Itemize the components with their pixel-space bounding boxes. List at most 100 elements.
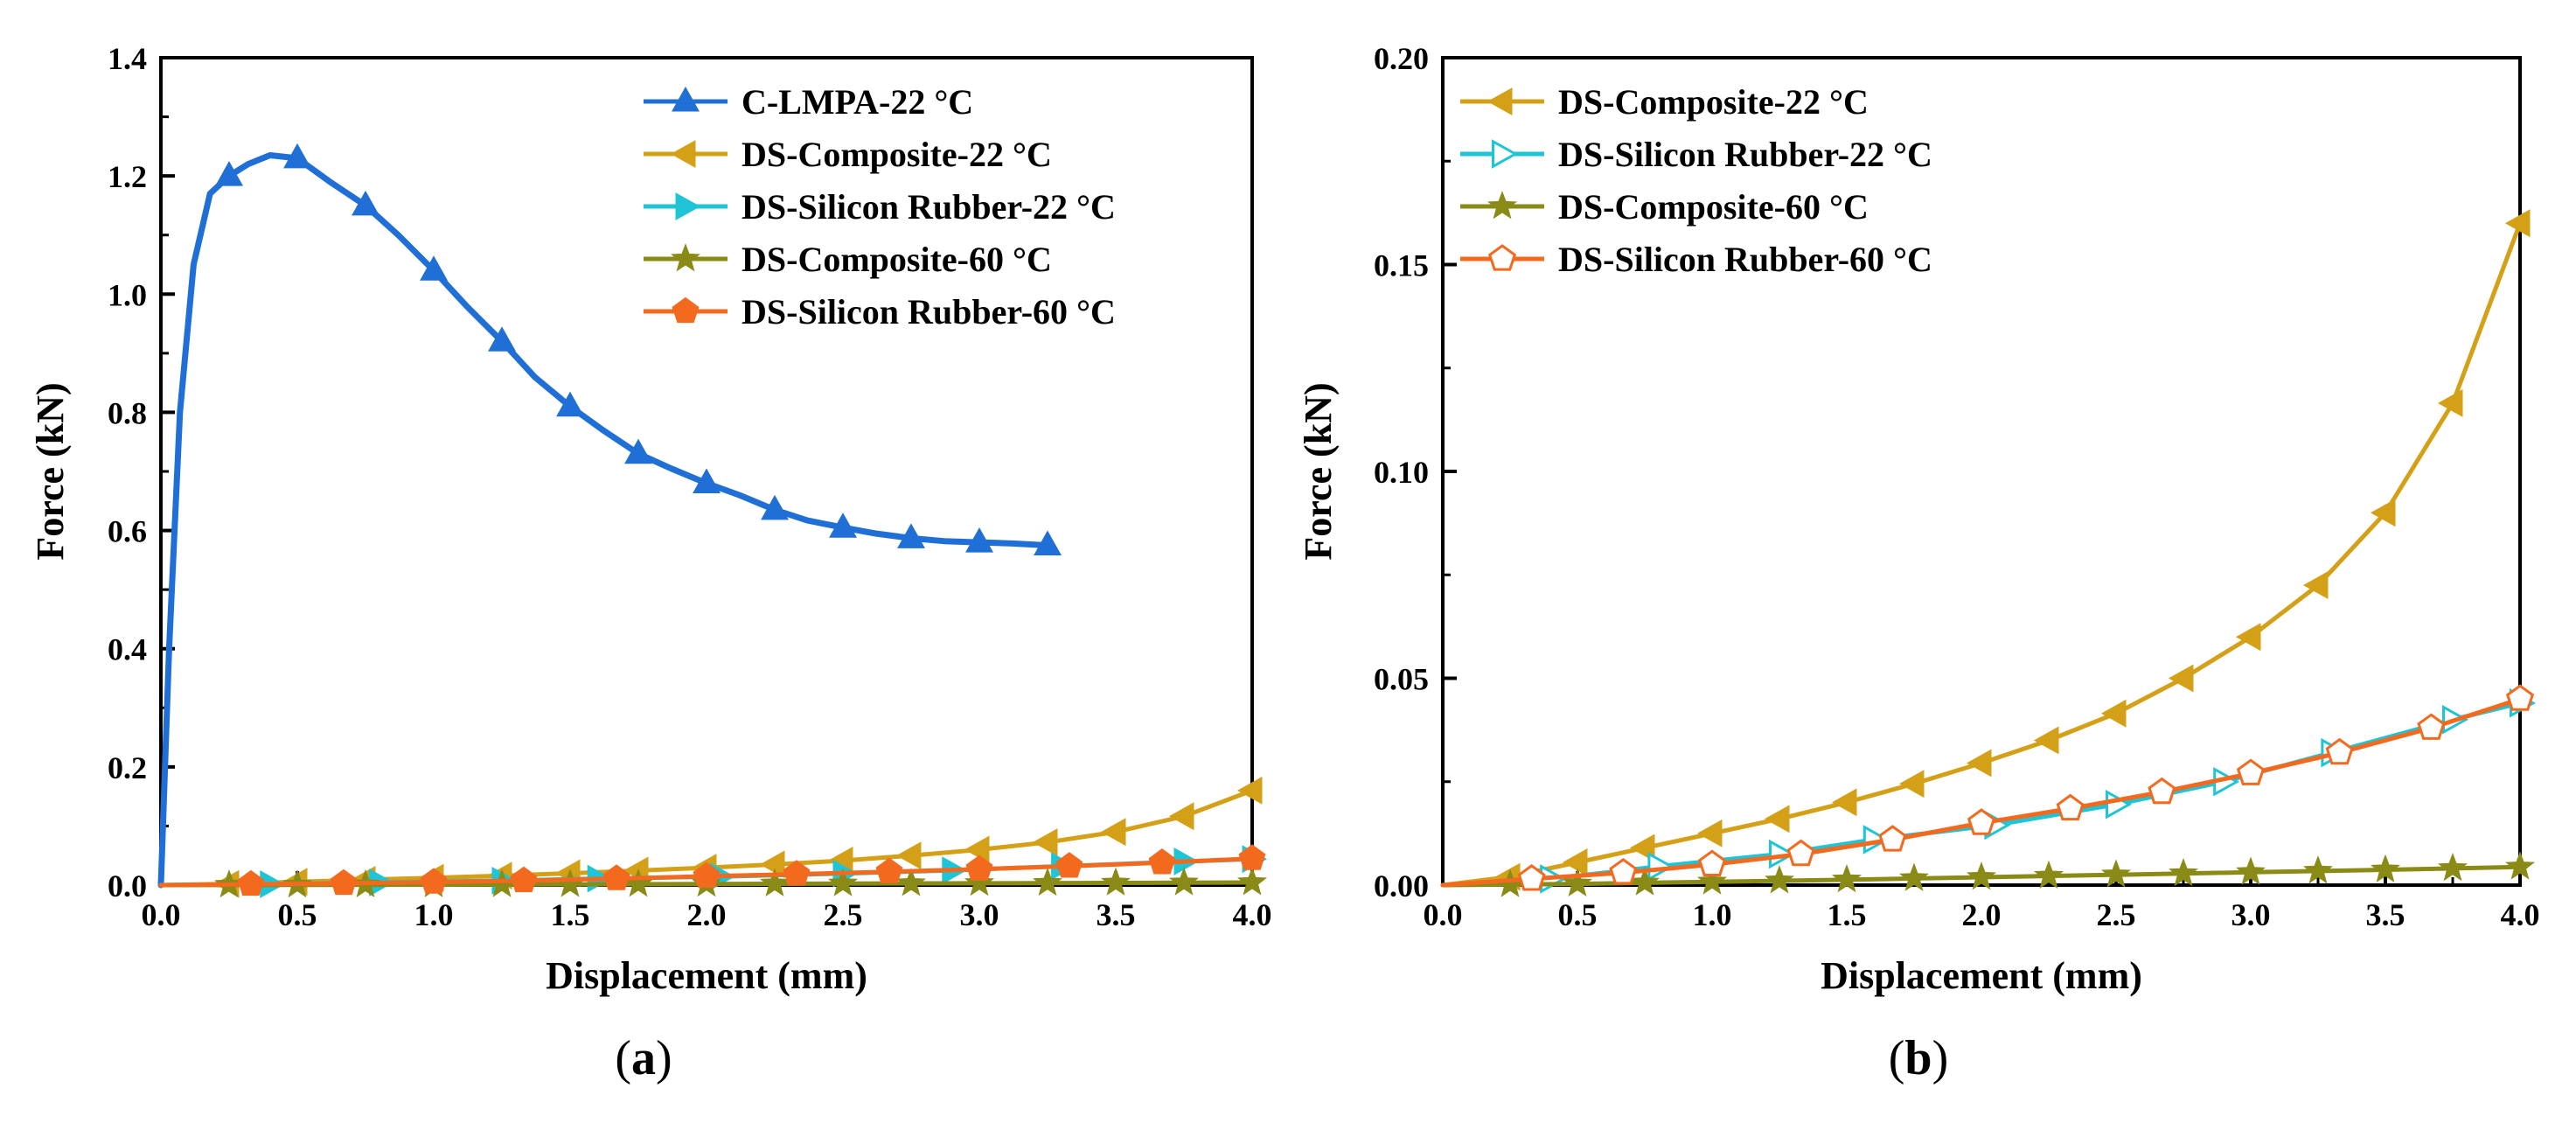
data-point [761, 494, 790, 520]
data-point [875, 857, 903, 883]
data-point [1966, 861, 1997, 890]
x-tick-label: 3.5 [1097, 897, 1136, 932]
data-point [2504, 209, 2531, 238]
data-point [1647, 851, 1674, 882]
data-point [1236, 867, 1268, 896]
data-point [2033, 726, 2059, 755]
series-ds-composite-22-c [1440, 209, 2531, 891]
legend-marker [670, 243, 701, 272]
panel-label-part: b [1904, 1031, 1932, 1085]
legend-marker [1486, 191, 1518, 220]
data-point [1862, 825, 1890, 854]
data-point [556, 391, 585, 417]
x-tick-label: 4.0 [2501, 897, 2540, 932]
data-point [1878, 825, 1907, 852]
x-tick-label: 0.0 [1424, 897, 1463, 932]
x-tick-label: 3.0 [960, 897, 999, 932]
data-point [1786, 839, 1815, 867]
legend-label: DS-Silicon Rubber-22 °C [741, 187, 1116, 227]
data-point [2236, 758, 2266, 785]
data-point [2370, 499, 2396, 527]
data-point [2504, 851, 2536, 880]
y-tick-label: 1.4 [108, 41, 147, 76]
y-tick-label: 0.4 [108, 632, 147, 667]
x-tick-label: 2.5 [824, 897, 863, 932]
data-point [1562, 868, 1593, 896]
data-point [2235, 856, 2266, 885]
data-point [895, 868, 927, 896]
x-tick-label: 0.5 [278, 897, 317, 932]
data-point [488, 326, 517, 352]
data-point [420, 255, 449, 281]
y-tick-label: 0.10 [1374, 455, 1429, 490]
legend-marker [1487, 244, 1517, 271]
y-tick-label: 1.2 [108, 159, 147, 194]
data-point [783, 860, 811, 886]
series-line [1440, 220, 2523, 888]
data-point [2148, 777, 2176, 805]
data-point [2437, 852, 2468, 882]
data-point [352, 190, 380, 216]
data-point [965, 854, 993, 881]
x-tick-label: 1.0 [414, 897, 454, 932]
data-point [2106, 789, 2133, 820]
data-point [1168, 867, 1200, 896]
data-point [1898, 862, 1930, 891]
legend-label: C-LMPA-22 °C [741, 82, 973, 122]
data-point [1898, 770, 1925, 799]
chart-panel-b: 0.0 0.5 1.0 1.5 2.0 2.5 3.0 3.5 4.0 0.00 0.05 0.10 0… [1297, 41, 2540, 1085]
x-axis-title: Displacement (mm) [1821, 954, 2142, 997]
legend: DS-Composite-22 °C DS-Silicon Rubber-22 °… [1460, 82, 1932, 279]
data-point [1100, 867, 1131, 896]
y-tick-label: 0.00 [1374, 868, 1429, 903]
panel-label-part: ) [656, 1031, 672, 1085]
data-point [1238, 844, 1266, 870]
data-point [2302, 855, 2334, 884]
data-point [1168, 802, 1194, 831]
legend-label: DS-Composite-22 °C [1558, 82, 1869, 122]
data-point [2168, 857, 2199, 887]
panel-label-part: a [631, 1031, 656, 1085]
legend-label: DS-Silicon Rubber-22 °C [1558, 135, 1932, 174]
y-axis-title: Force (kN) [1297, 382, 1340, 560]
legend-marker [672, 296, 700, 324]
data-point [1967, 808, 1996, 835]
x-tick-label: 1.0 [1693, 897, 1732, 932]
data-point [1562, 847, 1588, 876]
y-tick-label: 0.05 [1374, 662, 1429, 697]
data-point [1769, 839, 1796, 869]
data-point [1034, 530, 1062, 555]
data-point [1032, 867, 1063, 896]
data-point [1697, 849, 1727, 876]
panel-label-part: ( [615, 1031, 631, 1085]
y-tick-label: 0.8 [108, 395, 147, 430]
data-point [827, 868, 859, 896]
panel-label-part: ( [1889, 1031, 1905, 1085]
data-point [1966, 749, 1992, 778]
data-point [895, 841, 922, 870]
data-point [693, 861, 721, 888]
data-point [964, 835, 990, 864]
x-tick-label: 2.0 [687, 897, 727, 932]
legend-label: DS-Composite-22 °C [741, 135, 1052, 174]
data-point [330, 868, 358, 896]
legend-marker [1486, 87, 1513, 116]
y-tick-label: 0.2 [108, 750, 147, 785]
legend: C-LMPA-22 °C DS-Composite-22 °C DS-Silicon… [644, 82, 1116, 331]
x-tick-label: 1.5 [551, 897, 590, 932]
legend-marker [1492, 139, 1519, 169]
legend-marker [672, 86, 700, 112]
panel-label: (a) [615, 1031, 672, 1085]
x-tick-label: 3.0 [2231, 897, 2271, 932]
data-point [1055, 852, 1083, 878]
data-point [1100, 818, 1126, 847]
y-tick-label: 0.0 [108, 868, 147, 903]
series-ds-silicon-rubber-22-c [1440, 688, 2537, 894]
y-axis-title: Force (kN) [29, 382, 72, 560]
y-tick-label: 1.0 [108, 277, 147, 312]
data-point [1696, 819, 1723, 847]
x-tick-label: 2.0 [1962, 897, 2002, 932]
data-point [1764, 805, 1790, 834]
y-tick-label: 0.15 [1374, 248, 1429, 283]
x-tick-label: 2.5 [2097, 897, 2136, 932]
